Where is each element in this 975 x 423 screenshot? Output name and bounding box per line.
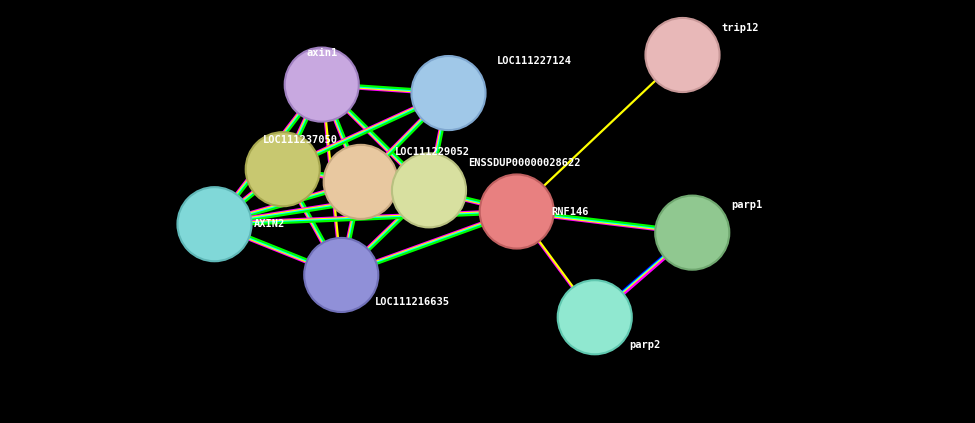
Ellipse shape [645, 18, 720, 92]
Text: parp2: parp2 [629, 340, 660, 350]
Ellipse shape [558, 280, 632, 354]
Ellipse shape [480, 174, 554, 249]
Ellipse shape [246, 132, 320, 206]
Text: axin1: axin1 [306, 48, 337, 58]
Ellipse shape [392, 153, 466, 228]
Text: LOC111237050: LOC111237050 [263, 135, 338, 145]
Text: trip12: trip12 [722, 22, 759, 33]
Text: AXIN2: AXIN2 [254, 219, 285, 229]
Text: LOC111227124: LOC111227124 [497, 56, 572, 66]
Text: RNF146: RNF146 [551, 206, 588, 217]
Text: ENSSDUP00000028622: ENSSDUP00000028622 [468, 158, 580, 168]
Ellipse shape [324, 145, 398, 219]
Text: LOC111229052: LOC111229052 [395, 147, 470, 157]
Ellipse shape [285, 47, 359, 122]
Text: LOC111216635: LOC111216635 [375, 297, 450, 308]
Text: parp1: parp1 [731, 200, 762, 210]
Ellipse shape [411, 56, 486, 130]
Ellipse shape [655, 195, 729, 270]
Ellipse shape [177, 187, 252, 261]
Ellipse shape [304, 238, 378, 312]
